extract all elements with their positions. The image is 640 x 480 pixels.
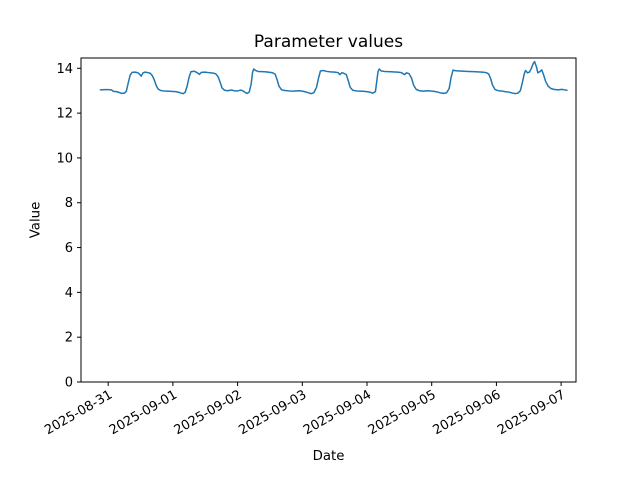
series-line bbox=[99, 60, 568, 95]
y-tick-label: 10 bbox=[56, 151, 73, 166]
x-tick-label: 2025-09-07 bbox=[495, 387, 568, 438]
x-tick-label: 2025-08-31 bbox=[42, 387, 115, 438]
y-tick-label: 8 bbox=[65, 196, 73, 211]
y-tick-label: 12 bbox=[56, 107, 73, 122]
plot-border bbox=[80, 57, 577, 383]
x-tick-label: 2025-09-04 bbox=[301, 387, 374, 438]
x-tick-label: 2025-09-05 bbox=[366, 387, 439, 438]
x-tick-label: 2025-09-01 bbox=[107, 387, 180, 438]
x-tick-label: 2025-09-03 bbox=[236, 387, 309, 438]
y-tick-label: 4 bbox=[65, 286, 73, 301]
chart-title: Parameter values bbox=[253, 32, 404, 52]
y-tick-label: 14 bbox=[56, 62, 73, 77]
y-tick-label: 0 bbox=[65, 376, 73, 391]
x-axis-title: Date bbox=[312, 449, 345, 464]
x-tick-label: 2025-09-06 bbox=[430, 387, 503, 438]
y-tick-label: 6 bbox=[65, 241, 73, 256]
y-tick-label: 2 bbox=[65, 331, 73, 346]
x-tick-label: 2025-09-02 bbox=[172, 387, 245, 438]
